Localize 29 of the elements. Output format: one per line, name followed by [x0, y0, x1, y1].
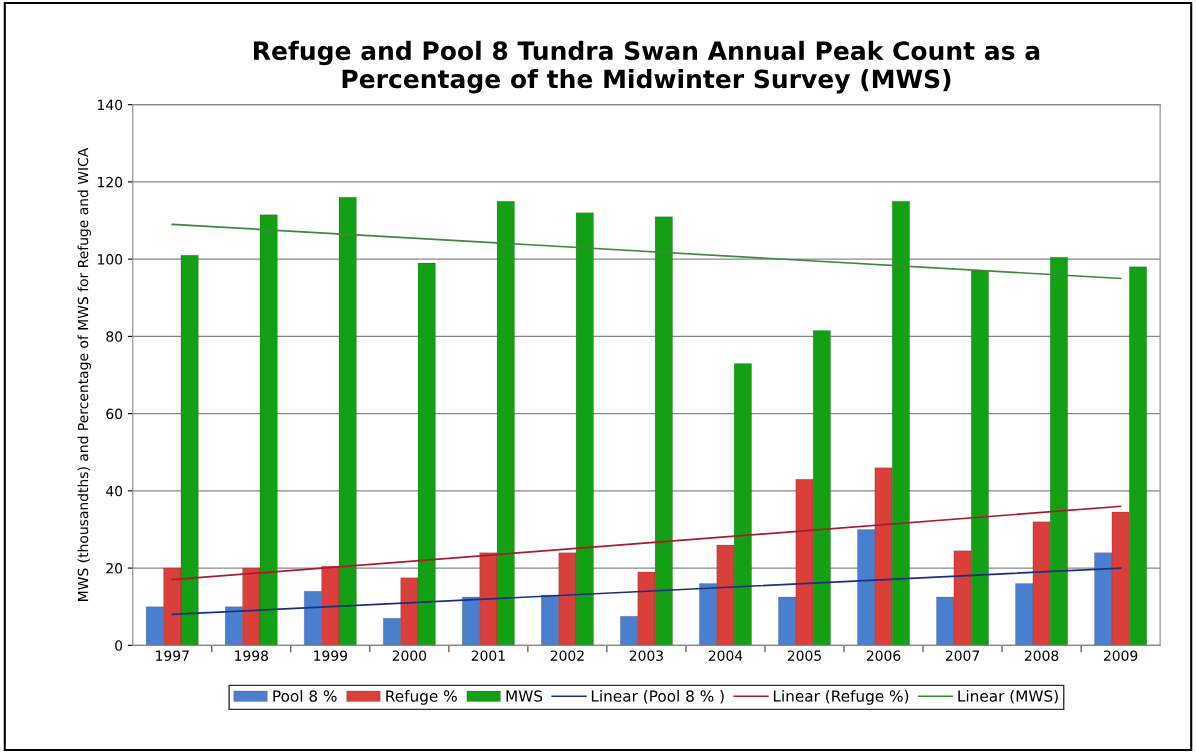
x-tick-label: 2004: [708, 650, 743, 661]
legend-label: Pool 8 %: [273, 689, 337, 702]
x-tick-label: 2005: [787, 650, 821, 661]
x-tick-label: 2003: [629, 650, 663, 661]
legend-label: Linear (Pool 8 % ): [591, 689, 724, 704]
chart-title: Refuge and Pool 8 Tundra Swan Annual Peak Count as a Percentage of the Midwinter Survey (MWS): [254, 40, 1040, 94]
y-tick-label: 60: [106, 408, 123, 420]
y-tick-label: 20: [106, 563, 123, 574]
y-tick-label: 140: [98, 99, 123, 111]
y-tick-label: 0: [115, 640, 123, 651]
x-tick-label: 2000: [392, 650, 427, 661]
legend-label: Linear (Refuge %): [773, 689, 909, 705]
legend-label: Linear (MWS): [958, 689, 1058, 704]
x-tick-label: 2002: [550, 650, 584, 661]
x-tick-label: 2006: [866, 650, 901, 661]
legend-label: MWS: [506, 690, 543, 702]
y-axis-title: MWS (thousandths) and Percentage of MWS for Refuge and WICA: [77, 147, 91, 601]
x-tick-label: 1999: [314, 650, 348, 661]
x-tick-label: 2008: [1024, 650, 1059, 661]
y-tick-label: 120: [98, 176, 123, 188]
x-tick-label: 2001: [471, 650, 505, 661]
x-tick-label: 2009: [1103, 650, 1138, 661]
x-tick-label: 1998: [235, 650, 269, 661]
x-tick-label: 2007: [945, 650, 980, 661]
x-tick-label: 1997: [156, 650, 189, 661]
y-tick-label: 100: [98, 254, 123, 265]
y-tick-label: 80: [106, 331, 123, 342]
legend-label: Refuge %: [386, 689, 457, 705]
y-tick-label: 40: [106, 485, 123, 497]
